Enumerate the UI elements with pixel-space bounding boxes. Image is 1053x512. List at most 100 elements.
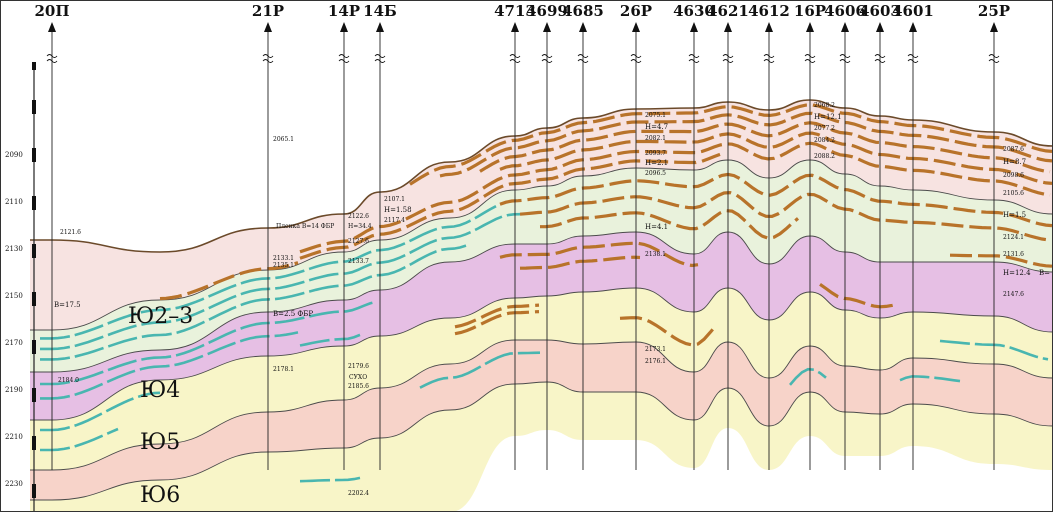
- well-label-w26: 26Р: [620, 2, 652, 20]
- annotation: 2082.1: [645, 135, 666, 142]
- depth-scale-tick: [32, 484, 36, 498]
- depth-scale-tick: [32, 244, 36, 258]
- well-arrow-icon: [806, 22, 814, 32]
- well-arrow-icon: [579, 22, 587, 32]
- annotation: 2096.5: [645, 170, 666, 177]
- well-arrow-icon: [876, 22, 884, 32]
- annotation: 2084.2: [814, 137, 835, 144]
- oil-body: [499, 172, 1053, 228]
- water-body: [40, 427, 119, 452]
- annotation: 2173.1: [645, 346, 666, 353]
- annotation: 2121.6: [60, 229, 81, 236]
- well-arrow-icon: [990, 22, 998, 32]
- well-arrow-icon: [48, 22, 56, 32]
- depth-scale-tick: [32, 62, 36, 70]
- annotation: 2147.6: [1003, 291, 1024, 298]
- well-arrow-icon: [511, 22, 519, 32]
- annotation: 2184.0: [58, 377, 79, 384]
- water-body: [299, 476, 361, 483]
- water-body: [40, 244, 467, 361]
- well-label-w4603: 4603: [859, 2, 901, 20]
- oil-body: [499, 131, 1053, 185]
- break-mark-icon: [988, 54, 1000, 63]
- annotation: 2127.6: [348, 238, 369, 245]
- water-body: [40, 212, 521, 351]
- annotation: 2176.1: [645, 358, 666, 365]
- depth-label: 2210: [5, 433, 23, 441]
- oil-body: [479, 121, 1051, 174]
- depth-label: 2150: [5, 292, 23, 300]
- oil-body: [949, 253, 1053, 268]
- annotation: Н=1.5: [1003, 211, 1026, 219]
- annotation: 2131.6: [1003, 251, 1024, 258]
- annotation: Н=2.1: [645, 159, 668, 167]
- zone-label-yu2-3: Ю2–3: [128, 304, 193, 329]
- stratigraphic-layers: [29, 99, 1053, 512]
- depth-label: 2090: [5, 151, 23, 159]
- annotation: 2107.1: [384, 196, 405, 203]
- annotation: 2202.4: [348, 490, 369, 497]
- well-arrow-icon: [543, 22, 551, 32]
- annotation: Н=8.7: [1003, 158, 1026, 166]
- break-mark-icon: [630, 54, 642, 63]
- annotation: Н=12.4: [1003, 269, 1031, 277]
- annotation: Пленка В=14 ФБР: [276, 223, 334, 230]
- annotation: Н=4.1: [645, 223, 668, 231]
- water-body: [899, 375, 961, 383]
- annotation: В=: [1039, 269, 1050, 277]
- annotation: Н=1.58: [384, 206, 412, 214]
- layer-salmon: [30, 340, 1053, 500]
- depth-label: 2130: [5, 245, 23, 253]
- depth-label: 2230: [5, 480, 23, 488]
- annotation: 2093.7: [645, 150, 666, 157]
- depth-scale: 2090 2110 2130 2150 2170 2190 2210 2230: [5, 62, 36, 512]
- well-label-w14b: 14Б: [363, 2, 397, 20]
- well-label-w14r: 14Р: [328, 2, 360, 20]
- well-label-w4685: 4685: [562, 2, 604, 20]
- depth-scale-tick: [32, 148, 36, 162]
- depth-scale-tick: [32, 292, 36, 306]
- well-label-w4621: 4621: [707, 2, 749, 20]
- layer-yellow: [30, 288, 1053, 470]
- well-arrow-icon: [340, 22, 348, 32]
- water-body: [40, 391, 161, 432]
- annotation: Н=12.1: [814, 113, 842, 121]
- break-mark-icon: [874, 54, 886, 63]
- well-label-w4606: 4606: [824, 2, 866, 20]
- well-arrow-icon: [690, 22, 698, 32]
- annotation: 2178.1: [273, 366, 294, 373]
- oil-body: [819, 282, 899, 309]
- well-label-w4601: 4601: [892, 2, 934, 20]
- annotation: 2133.1: [273, 255, 294, 262]
- water-body: [789, 367, 827, 386]
- well-label-w21: 21Р: [252, 2, 284, 20]
- well-arrow-icon: [765, 22, 773, 32]
- oil-body: [499, 241, 699, 268]
- annotation: 2075.1: [645, 112, 666, 119]
- oil-saturated-bodies: [159, 103, 1053, 347]
- well-arrow-icon: [264, 22, 272, 32]
- well-label-w16: 16Р: [794, 2, 826, 20]
- zone-label-yu5: Ю5: [140, 430, 180, 455]
- oil-body: [454, 303, 540, 329]
- break-mark-icon: [541, 54, 553, 63]
- break-mark-icon: [688, 54, 700, 63]
- annotation: 2124.1: [1003, 234, 1024, 241]
- depth-scale-tick: [32, 100, 36, 114]
- well-label-w4713: 4713: [494, 2, 536, 20]
- depth-scale-tick: [32, 388, 36, 402]
- annotation: В=2.5 ФБР: [273, 310, 313, 318]
- depth-scale-tick: [32, 436, 36, 450]
- zone-label-yu4: Ю4: [140, 378, 180, 403]
- break-mark-icon: [839, 54, 851, 63]
- oil-body: [299, 152, 721, 260]
- water-body: [299, 333, 361, 347]
- annotation: 2138.1: [645, 251, 666, 258]
- break-mark-icon: [46, 54, 58, 63]
- well-label-w4612: 4612: [748, 2, 790, 20]
- water-body: [419, 351, 541, 389]
- annotation: Н=4.7: [645, 123, 668, 131]
- oil-body: [439, 111, 1053, 178]
